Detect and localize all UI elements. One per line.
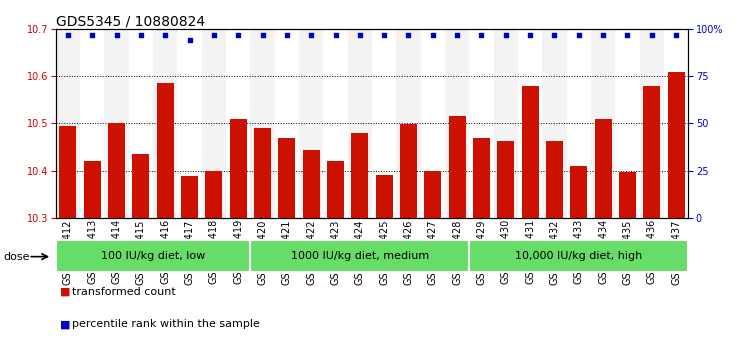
- Bar: [376, 175, 393, 218]
- Bar: [181, 176, 198, 218]
- Point: [111, 32, 123, 38]
- Bar: [546, 141, 563, 218]
- Bar: [60, 126, 77, 218]
- Bar: [640, 29, 664, 218]
- Bar: [542, 29, 567, 218]
- Point: [305, 32, 317, 38]
- Bar: [56, 240, 251, 272]
- Bar: [347, 29, 372, 218]
- Bar: [469, 240, 688, 272]
- Bar: [667, 73, 684, 218]
- Point: [208, 32, 220, 38]
- Point: [281, 32, 293, 38]
- Bar: [205, 171, 222, 218]
- Bar: [570, 166, 587, 218]
- Bar: [230, 119, 247, 218]
- Bar: [254, 128, 271, 218]
- Point: [184, 37, 196, 43]
- Bar: [497, 141, 514, 218]
- Point: [427, 32, 439, 38]
- Bar: [108, 123, 125, 218]
- Bar: [644, 86, 660, 218]
- Point: [354, 32, 366, 38]
- Text: dose: dose: [4, 252, 31, 262]
- Bar: [251, 240, 469, 272]
- Bar: [303, 150, 320, 218]
- Bar: [278, 138, 295, 218]
- Text: percentile rank within the sample: percentile rank within the sample: [72, 319, 260, 330]
- Bar: [351, 133, 368, 218]
- Bar: [132, 154, 150, 218]
- Bar: [424, 171, 441, 218]
- Text: transformed count: transformed count: [72, 287, 176, 297]
- Bar: [153, 29, 177, 218]
- Text: 100 IU/kg diet, low: 100 IU/kg diet, low: [101, 251, 205, 261]
- Point: [500, 32, 512, 38]
- Point: [573, 32, 585, 38]
- Point: [597, 32, 609, 38]
- Bar: [449, 116, 466, 218]
- Bar: [594, 119, 612, 218]
- Point: [62, 32, 74, 38]
- Bar: [522, 86, 539, 218]
- Bar: [400, 125, 417, 218]
- Bar: [591, 29, 615, 218]
- Point: [475, 32, 487, 38]
- Point: [548, 32, 560, 38]
- Point: [451, 32, 463, 38]
- Bar: [84, 161, 100, 218]
- Bar: [104, 29, 129, 218]
- Text: ■: ■: [60, 287, 70, 297]
- Point: [232, 32, 244, 38]
- Point: [135, 32, 147, 38]
- Bar: [299, 29, 324, 218]
- Point: [403, 32, 414, 38]
- Bar: [157, 83, 174, 218]
- Point: [330, 32, 341, 38]
- Bar: [397, 29, 420, 218]
- Text: 10,000 IU/kg diet, high: 10,000 IU/kg diet, high: [515, 251, 642, 261]
- Point: [525, 32, 536, 38]
- Text: GDS5345 / 10880824: GDS5345 / 10880824: [56, 15, 205, 29]
- Bar: [493, 29, 518, 218]
- Bar: [445, 29, 469, 218]
- Text: ■: ■: [60, 319, 70, 330]
- Bar: [327, 161, 344, 218]
- Point: [257, 32, 269, 38]
- Bar: [251, 29, 275, 218]
- Point: [86, 32, 98, 38]
- Bar: [619, 172, 636, 218]
- Point: [646, 32, 658, 38]
- Bar: [202, 29, 226, 218]
- Point: [378, 32, 390, 38]
- Bar: [473, 138, 490, 218]
- Bar: [56, 29, 80, 218]
- Point: [670, 32, 682, 38]
- Point: [621, 32, 633, 38]
- Text: 1000 IU/kg diet, medium: 1000 IU/kg diet, medium: [291, 251, 429, 261]
- Point: [159, 32, 171, 38]
